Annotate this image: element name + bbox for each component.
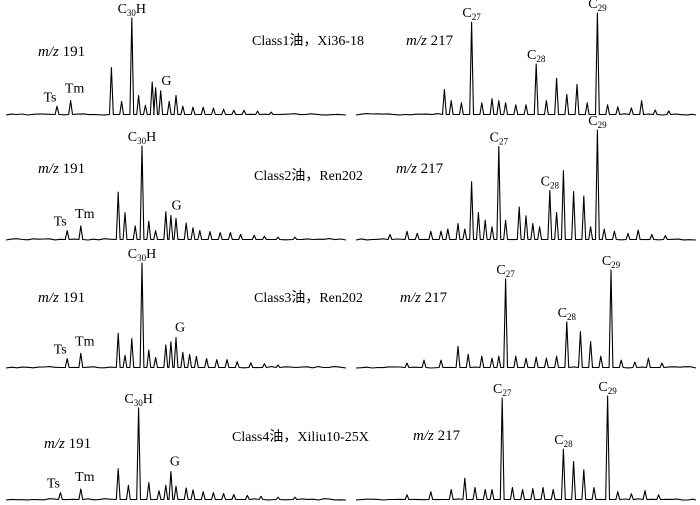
mz-label: m/z 217	[396, 161, 444, 177]
peak-label: G	[170, 455, 180, 470]
chromatogram-trace	[5, 17, 347, 116]
sample-label: Class4油，Xiliu10-25X	[232, 429, 369, 445]
chromatogram-trace	[5, 407, 347, 501]
peak-label: C29	[588, 114, 607, 130]
chromatogram-trace	[355, 12, 697, 116]
mz-label: m/z 217	[400, 290, 448, 306]
mz-label: m/z 217	[413, 428, 461, 444]
chromatogram-trace	[355, 269, 697, 369]
peak-label: G	[161, 74, 171, 89]
chromatogram-panel: m/z 191 Class2油，Ren202 Ts Tm G C30H	[5, 130, 363, 241]
chromatogram-trace	[5, 262, 347, 369]
mz-label: m/z 191	[38, 44, 85, 60]
peak-label: C29	[602, 254, 621, 270]
peak-label: C30H	[128, 130, 156, 146]
peak-label: C30H	[124, 392, 152, 408]
peak-label: C27	[496, 263, 515, 279]
peak-label: G	[172, 199, 182, 214]
peak-label: C28	[527, 48, 546, 64]
mz-label: m/z 217	[406, 33, 454, 49]
peak-label: C30H	[128, 247, 156, 263]
sample-label: Class1油，Xi36-18	[252, 33, 364, 49]
peak-label: Ts	[47, 477, 60, 492]
chromatogram-trace	[355, 395, 697, 501]
peak-label: C27	[490, 131, 509, 147]
peak-label: C30H	[118, 2, 146, 18]
peak-label: Tm	[75, 207, 95, 222]
panels: m/z 191 Class1油，Xi36-18 Ts Tm G C30H m/z 217 C2…	[5, 0, 697, 501]
peak-label: C29	[598, 380, 617, 396]
chromatogram-trace	[355, 129, 697, 241]
peak-label: Tm	[75, 470, 95, 485]
sample-label: Class3油，Ren202	[254, 290, 363, 306]
chromatogram-panel: m/z 217 C27 C28 C29	[355, 254, 697, 369]
chromatogram-trace	[5, 145, 347, 241]
chromatogram-panel: m/z 217 C27 C28 C29	[355, 114, 697, 241]
chromatogram-panel: m/z 191 Class4油，Xiliu10-25X Ts Tm G C30H	[5, 392, 369, 501]
peak-label: Ts	[54, 215, 67, 230]
chromatogram-panel: m/z 191 Class3油，Ren202 Ts Tm G C30H	[5, 247, 363, 369]
mz-label: m/z 191	[38, 161, 85, 177]
chromatogram-panel: m/z 217 C27 C28 C29	[355, 0, 697, 116]
mz-label: m/z 191	[44, 436, 91, 452]
chromatogram-panel: m/z 191 Class1油，Xi36-18 Ts Tm G C30H	[5, 2, 364, 116]
peak-label: Tm	[65, 82, 85, 97]
peak-label: Ts	[54, 343, 67, 358]
peak-label: C27	[493, 382, 512, 398]
mz-label: m/z 191	[38, 290, 85, 306]
chromatogram-panel: m/z 217 C27 C28 C29	[355, 380, 697, 501]
peak-label: C28	[558, 306, 577, 322]
peak-label: C28	[554, 433, 573, 449]
peak-label: Tm	[75, 334, 95, 349]
peak-label: C27	[462, 6, 481, 22]
sample-label: Class2油，Ren202	[254, 168, 363, 184]
peak-label: Ts	[43, 90, 56, 105]
peak-label: C29	[588, 0, 607, 13]
peak-label: C28	[541, 175, 560, 191]
peak-label: G	[175, 321, 185, 336]
